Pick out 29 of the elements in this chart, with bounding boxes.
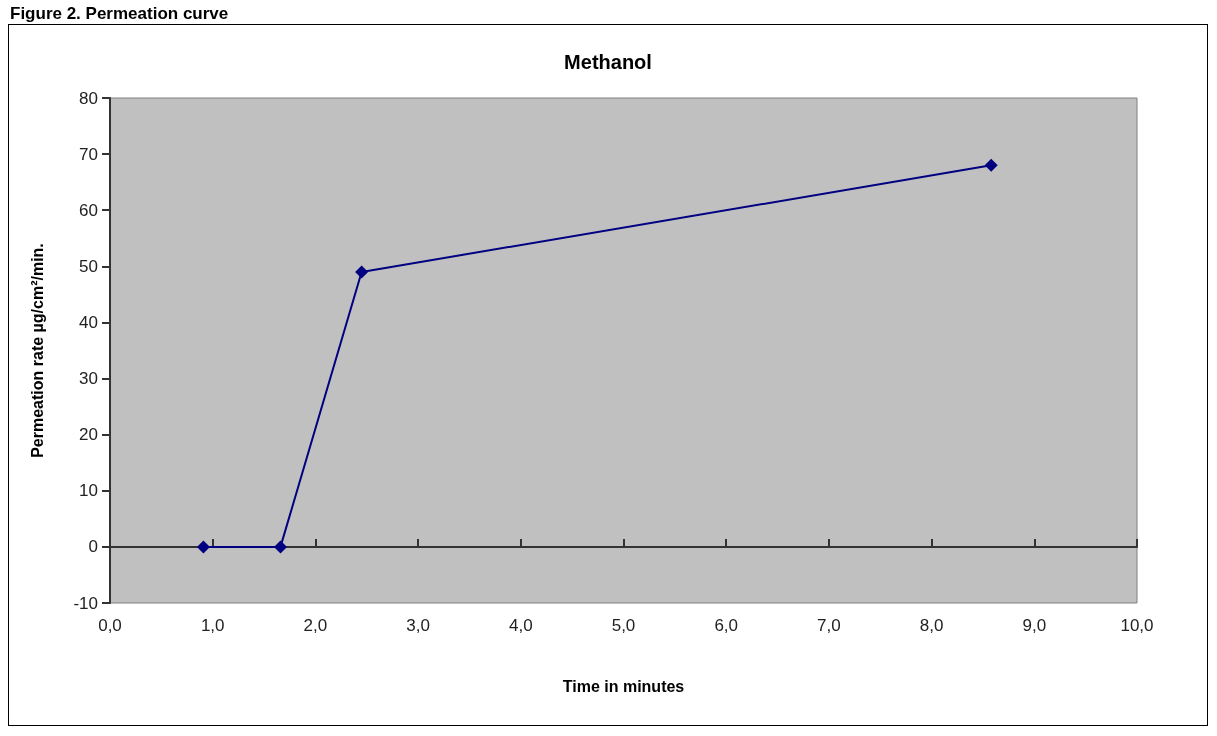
y-tick-label: 0 [88,537,98,557]
y-tick-label: 30 [79,369,98,389]
y-tick-label: 60 [79,200,98,220]
x-tick-label: 8,0 [919,616,944,635]
y-tick-label: 80 [79,88,98,108]
chart-subtitle: Methanol [564,51,652,73]
x-tick-label: 1,0 [200,616,225,635]
x-tick-label: 7,0 [817,616,841,635]
x-tick-label: 9,0 [1022,616,1047,635]
y-tick-label: 10 [79,481,98,501]
point [273,540,287,554]
point [355,265,369,279]
x-tick-label: 10,0 [1120,616,1154,635]
y-tick-label: 70 [79,144,98,164]
point [196,540,210,554]
x-tick-label: 0,0 [98,616,122,635]
y-tick-label: 40 [79,312,98,332]
y-axis-title: Permeation rate µg/cm²/min. [28,243,46,458]
y-tick-label: 20 [79,425,98,445]
x-tick-label: 4,0 [508,616,533,635]
x-axis-title: Time in minutes [562,677,685,695]
x-tick-label: 3,0 [406,616,430,635]
y-tick-label: 50 [79,256,98,276]
x-tick-label: 2,0 [303,616,328,635]
y-tick-label: -10 [73,593,98,613]
x-tick-label: 5,0 [611,616,636,635]
point [984,158,998,172]
chart-title: Figure 2. Permeation curve [10,4,230,24]
x-tick-label: 6,0 [714,616,739,635]
